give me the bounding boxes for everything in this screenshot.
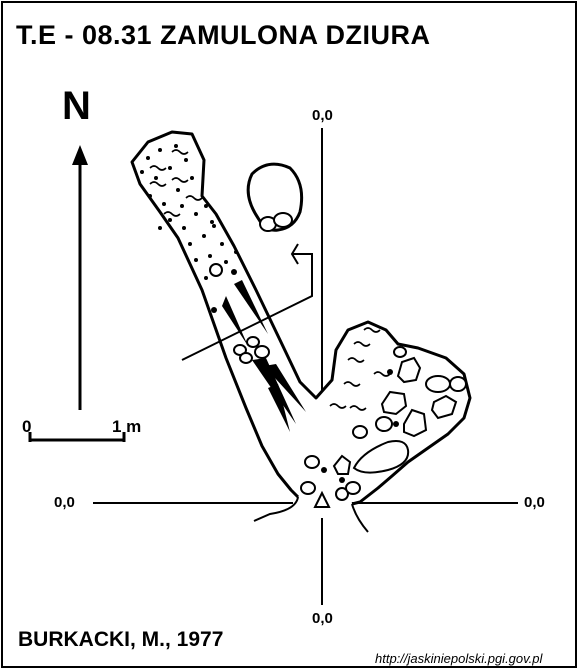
cross-section-chamber: [246, 162, 304, 232]
scale-end-label: 1 m: [112, 417, 142, 436]
reference-cross: [93, 128, 518, 605]
profile-section-arrow-icon: [181, 243, 313, 361]
slope-arrow-icon: [222, 280, 306, 432]
clay-wave-icon: [149, 149, 391, 411]
north-label: N: [62, 84, 91, 128]
page-title: T.E - 08.31 ZAMULONA DZIURA: [16, 20, 431, 50]
reference-label-left: 0,0: [54, 494, 75, 511]
scale-start-label: 0: [22, 417, 32, 436]
reference-label-top: 0,0: [312, 107, 333, 124]
small-stones: [211, 269, 399, 483]
entrance-triangle-icon: [313, 490, 331, 508]
boulder-icon: [209, 263, 467, 501]
reference-label-bottom: 0,0: [312, 610, 333, 627]
scale-bar: [28, 432, 126, 442]
author-credit: BURKACKI, M., 1977: [18, 628, 224, 651]
entrance-ledges: [253, 496, 369, 533]
sediment-dots-icon: [140, 144, 238, 280]
cave-outline: [130, 130, 472, 506]
reference-label-right: 0,0: [524, 494, 545, 511]
north-arrow-icon: [72, 145, 88, 410]
source-link[interactable]: http://jaskiniepolski.pgi.gov.pl: [375, 651, 543, 666]
